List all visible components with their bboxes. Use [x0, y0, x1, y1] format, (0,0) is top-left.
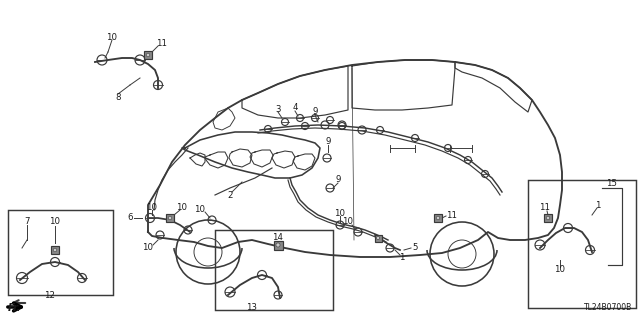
Circle shape: [53, 248, 57, 252]
Circle shape: [276, 243, 280, 247]
Text: 6: 6: [127, 213, 132, 222]
Bar: [434, 214, 442, 222]
Text: 3: 3: [275, 105, 281, 114]
Text: 10: 10: [195, 205, 205, 214]
Circle shape: [146, 53, 150, 57]
Circle shape: [168, 216, 172, 220]
Text: 5: 5: [412, 243, 418, 253]
Text: 10: 10: [106, 33, 118, 41]
Text: 11: 11: [540, 204, 550, 212]
Bar: [544, 214, 552, 222]
Text: 10: 10: [143, 242, 154, 251]
Text: 10: 10: [342, 218, 353, 226]
Text: 11: 11: [447, 211, 458, 219]
Bar: [166, 214, 174, 222]
Bar: [374, 234, 381, 241]
Text: 9: 9: [325, 137, 331, 146]
Bar: [528, 180, 636, 308]
Text: 13: 13: [246, 303, 257, 313]
Text: 7: 7: [24, 218, 29, 226]
Text: 12: 12: [45, 291, 56, 300]
Circle shape: [436, 216, 440, 220]
Text: 9: 9: [312, 108, 317, 116]
Text: 1: 1: [399, 254, 404, 263]
Circle shape: [376, 236, 380, 240]
Text: 10: 10: [147, 203, 157, 211]
Text: Fr.: Fr.: [8, 303, 22, 313]
Text: TL24B0700B: TL24B0700B: [584, 303, 632, 312]
Text: 11: 11: [157, 39, 168, 48]
Text: 10: 10: [335, 209, 346, 218]
Text: 1: 1: [595, 201, 601, 210]
Text: 4: 4: [292, 103, 298, 113]
Bar: [215, 230, 333, 310]
Bar: [8, 210, 113, 295]
Text: 10: 10: [177, 203, 188, 211]
Text: 14: 14: [273, 234, 284, 242]
Text: 8: 8: [115, 93, 121, 102]
Text: 10: 10: [554, 265, 566, 275]
Bar: [144, 51, 152, 59]
Bar: [273, 241, 282, 249]
Bar: [51, 246, 59, 254]
Text: 10: 10: [49, 218, 61, 226]
Circle shape: [546, 216, 550, 220]
Text: 9: 9: [335, 175, 340, 184]
Text: 2: 2: [227, 190, 233, 199]
Text: 15: 15: [607, 179, 618, 188]
